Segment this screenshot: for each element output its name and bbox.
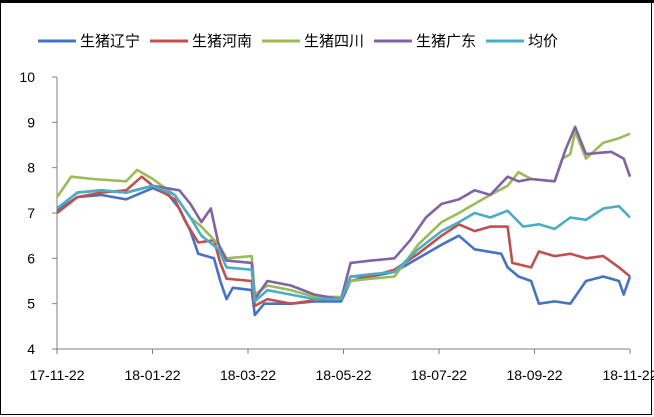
x-tick-label: 18-07-22 (411, 367, 467, 383)
series-line-3 (56, 125, 632, 301)
x-tick-label: 17-11-22 (29, 367, 84, 383)
legend-label-2: 生猪四川 (304, 32, 364, 50)
legend-label-1: 生猪河南 (192, 32, 252, 50)
x-tick-label: 18-11-22 (602, 367, 654, 383)
y-tick-label: 6 (27, 250, 35, 266)
series-line-2 (55, 130, 631, 299)
top-border (0, 0, 654, 3)
legend-label-4: 均价 (528, 32, 558, 50)
y-tick-label: 10 (19, 69, 35, 85)
legend-label-3: 生猪广东 (416, 32, 476, 50)
series-group (55, 125, 632, 317)
y-tick-label: 7 (27, 205, 35, 221)
series-line-4 (56, 184, 631, 303)
y-tick-label: 5 (27, 296, 35, 312)
x-tick-label: 18-05-22 (315, 367, 371, 383)
x-tick-label: 18-01-22 (124, 367, 180, 383)
axes: 4 5 6 7 8 9 10 17-11-22 18-01-22 18-03-22 18-05-22… (19, 69, 654, 383)
legend-label-0: 生猪辽宁 (80, 32, 140, 50)
legend: 生猪辽宁 生猪河南 生猪四川 生猪广东 均价 (38, 32, 558, 50)
y-tick-label: 9 (27, 114, 35, 130)
y-tick-label: 8 (27, 160, 35, 176)
y-tick-label: 4 (27, 341, 35, 357)
x-tick-label: 18-03-22 (220, 367, 276, 383)
x-tick-label: 18-09-22 (506, 367, 562, 383)
